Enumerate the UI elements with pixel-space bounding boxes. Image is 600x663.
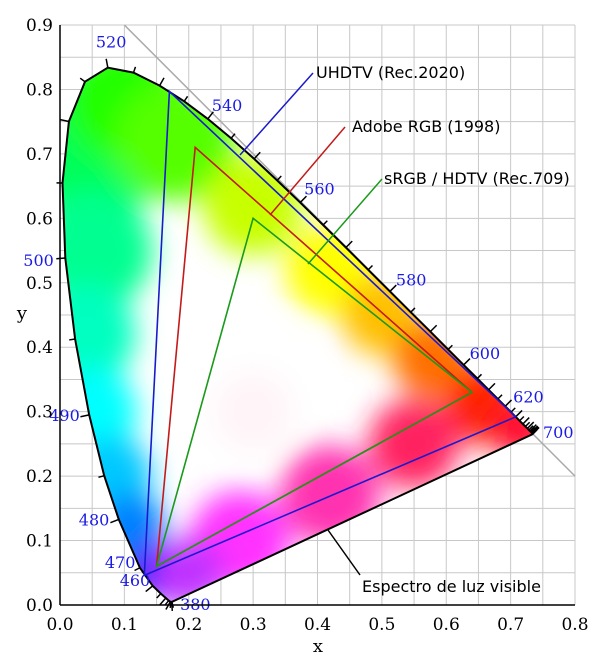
x-tick-label: 0.1 [111, 615, 138, 635]
callout-line-adobe [269, 126, 346, 216]
callout-line-spectrum [327, 529, 361, 576]
wavelength-label: 520 [96, 33, 127, 52]
locus-tick [98, 474, 105, 479]
x-axis-title: x [313, 636, 323, 657]
locus-tick [447, 344, 453, 351]
fill-blob [369, 398, 460, 489]
locus-tick [528, 425, 534, 431]
locus-tick [429, 324, 438, 333]
callout-line-uhdtv [239, 72, 314, 156]
locus-tick [529, 424, 537, 432]
locus-tick [476, 373, 483, 380]
locus-tick [156, 593, 162, 599]
y-tick-label: 0.1 [26, 532, 53, 552]
callout-line-srgb [307, 178, 383, 265]
x-tick-label: 0.8 [561, 615, 588, 635]
wavelength-label: 600 [470, 344, 501, 363]
locus-tick [145, 585, 154, 593]
x-tick-label: 0.7 [497, 615, 524, 635]
y-tick-label: 0.4 [26, 338, 53, 358]
y-tick-label: 0.8 [26, 80, 53, 100]
y-tick-label: 0.6 [26, 209, 53, 229]
x-tick-label: 0.4 [304, 615, 331, 635]
locus-tick [110, 518, 120, 524]
y-tick-label: 0.9 [26, 16, 53, 36]
wavelength-label: 460 [120, 571, 151, 590]
x-tick-label: 0.3 [240, 615, 267, 635]
locus-tick [515, 409, 523, 418]
locus-tick [159, 597, 167, 606]
locus-tick [69, 338, 76, 341]
spectral-locus [61, 66, 534, 603]
callout-label-spectrum: Espectro de luz visible [362, 577, 541, 596]
locus-tick [522, 417, 530, 425]
locus-tick [183, 95, 189, 102]
x-tick-label: 0.5 [368, 615, 395, 635]
locus-tick [367, 264, 373, 271]
wavelength-label: 620 [513, 387, 544, 406]
wavelength-label: 700 [543, 423, 574, 442]
locus-tick [134, 567, 141, 572]
locus-tick [170, 601, 174, 611]
gamut-triangles [143, 89, 518, 577]
locus-tick [488, 382, 496, 391]
x-tick-label: 0.0 [46, 615, 73, 635]
y-tick-label: 0.0 [26, 596, 53, 616]
locus-tick [253, 151, 261, 160]
locus-tick [510, 407, 516, 413]
x-tick-label: 0.2 [175, 615, 202, 635]
locus-tick [524, 421, 531, 428]
fill-blob [213, 371, 294, 452]
locus-tick [497, 394, 503, 400]
locus-tick [530, 426, 536, 433]
locus-tick [410, 307, 416, 313]
locus-tick [389, 284, 397, 292]
callout-label-uhdtv: UHDTV (Rec.2020) [316, 63, 465, 82]
wavelength-label: 580 [396, 270, 427, 289]
wavelength-ticks [56, 58, 540, 611]
locus-tick [345, 240, 353, 249]
fill-blob [62, 284, 136, 385]
locus-tick [519, 415, 525, 422]
locus-tick [207, 111, 214, 120]
locus-tick [463, 358, 471, 366]
wavelength-label: 540 [212, 96, 243, 115]
locus-tick [230, 133, 236, 139]
locus-tick [276, 175, 282, 181]
locus-tick [79, 77, 86, 83]
x-tick-label: 0.6 [433, 615, 460, 635]
locus-tick [504, 399, 513, 407]
locus-tick [59, 118, 70, 123]
axes: 0.0 0.1 0.2 0.3 0.4 0.5 0.6 0.7 0.8 0.0 0.1 0.2 0.3… [16, 16, 589, 657]
fill-blob [62, 190, 153, 311]
gamut-triangle-0 [143, 89, 518, 577]
locus-tick [132, 66, 137, 73]
callout-label-srgb: sRGB / HDTV (Rec.709) [384, 169, 570, 188]
locus-tick [56, 257, 66, 260]
locus-tick [105, 58, 109, 68]
locus-tick [158, 77, 165, 87]
y-tick-label: 0.7 [26, 145, 53, 165]
wavelength-label: 480 [79, 510, 110, 529]
y-axis-title: y [16, 303, 28, 324]
locus-tick [299, 195, 307, 204]
wavelength-label: 490 [49, 406, 80, 425]
locus-tick [80, 414, 90, 418]
y-tick-label: 0.2 [26, 467, 53, 487]
y-tick-label: 0.3 [26, 403, 53, 423]
locus-tick [532, 429, 538, 435]
wavelength-label: 470 [105, 553, 136, 572]
gamut-triangle-2 [155, 216, 474, 568]
wavelength-label: 500 [23, 251, 54, 270]
locus-tick [322, 220, 328, 226]
locus-tick [526, 421, 535, 429]
callouts: UHDTV (Rec.2020) Adobe RGB (1998) sRGB /… [239, 63, 570, 596]
y-tick-label: 0.5 [26, 274, 53, 294]
wavelength-label: 560 [304, 180, 335, 199]
callout-label-adobe: Adobe RGB (1998) [352, 117, 500, 136]
